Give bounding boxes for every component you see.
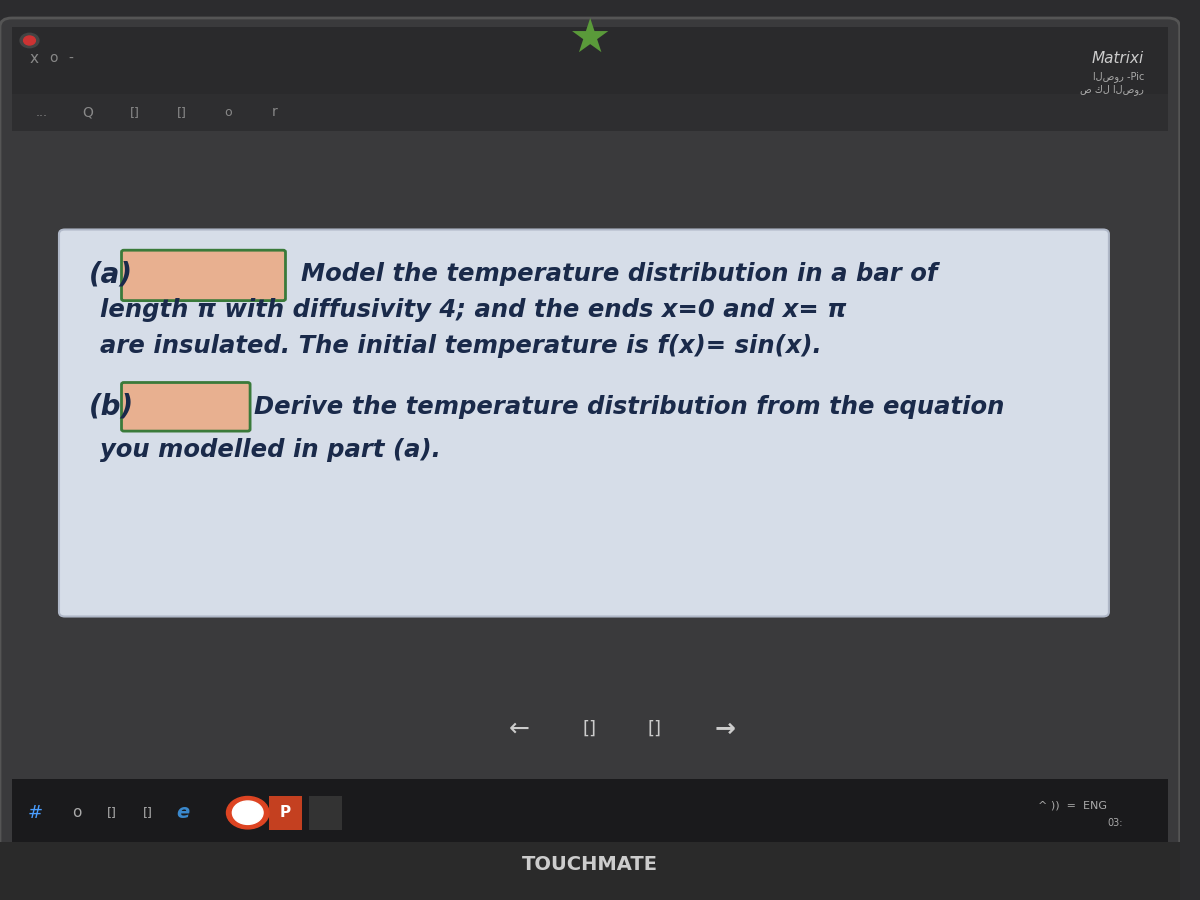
Text: ★: ★ [569,18,611,63]
Text: TOUCHMATE: TOUCHMATE [522,854,658,874]
Circle shape [233,801,263,824]
Text: #: # [28,804,43,822]
Text: o: o [72,806,82,820]
Circle shape [20,33,38,48]
Circle shape [227,796,269,829]
Text: Matrixi: Matrixi [1092,51,1145,66]
Text: []: [] [143,806,152,819]
Text: []: [] [107,806,118,819]
Text: Model the temperature distribution in a bar of: Model the temperature distribution in a … [301,263,937,286]
Text: -: - [68,51,73,66]
Bar [12,778,1168,846]
Text: P: P [280,806,292,820]
Bar [12,94,1168,130]
Text: you modelled in part (a).: you modelled in part (a). [101,438,442,462]
Bar [269,796,302,830]
Bar [12,27,1168,108]
Text: r: r [271,105,277,120]
FancyBboxPatch shape [121,250,286,301]
Text: are insulated. The initial temperature is f(x)= sin(x).: are insulated. The initial temperature i… [101,335,822,358]
Text: o: o [224,106,232,119]
Text: →: → [715,717,736,741]
Text: 03:: 03: [1108,818,1122,829]
Text: []: [] [583,720,596,738]
Bar [310,796,342,830]
Circle shape [24,36,35,45]
Text: Q: Q [83,105,94,120]
FancyBboxPatch shape [121,382,250,431]
Bar [0,842,1180,900]
Text: الصور -Pic: الصور -Pic [1093,71,1145,82]
Text: []: [] [648,720,661,738]
Text: []: [] [130,106,139,119]
Text: e: e [176,803,190,823]
FancyBboxPatch shape [0,18,1180,855]
Text: ←: ← [509,717,529,741]
FancyBboxPatch shape [59,230,1109,616]
Text: ^ ))  =  ENG: ^ )) = ENG [1038,800,1108,811]
Text: length π with diffusivity 4; and the ends x=0 and x= π: length π with diffusivity 4; and the end… [101,299,847,322]
Text: (b): (b) [89,392,133,421]
Text: (a): (a) [89,260,132,289]
Text: x: x [30,51,38,66]
Text: ...: ... [35,106,47,119]
Text: ص كل الصور: ص كل الصور [1080,85,1145,95]
Text: o: o [49,51,58,66]
Text: Derive the temperature distribution from the equation: Derive the temperature distribution from… [253,395,1004,419]
Text: []: [] [176,106,187,119]
